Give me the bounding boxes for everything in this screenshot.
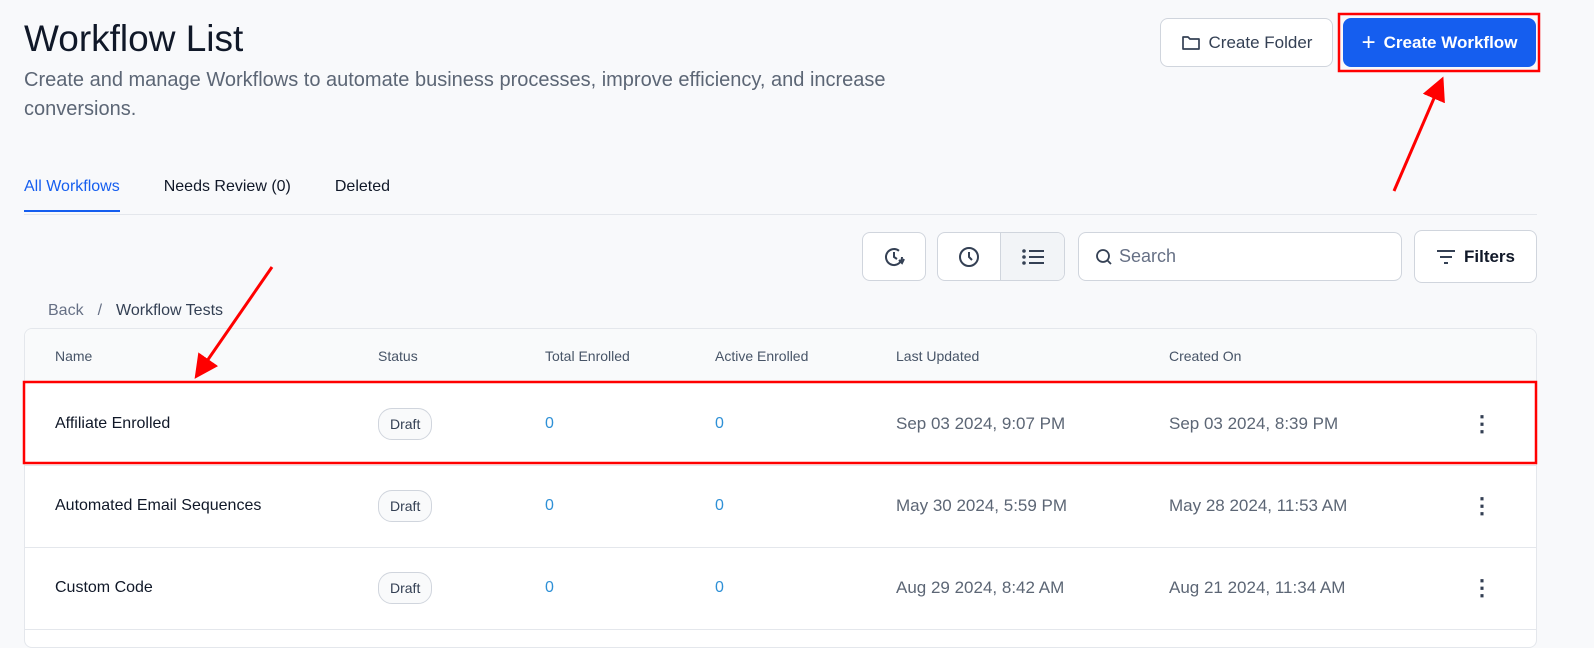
- search-input[interactable]: [1119, 246, 1379, 267]
- tab-all-workflows[interactable]: All Workflows: [24, 178, 120, 212]
- plus-icon: +: [1361, 28, 1376, 56]
- filters-button[interactable]: Filters: [1414, 230, 1537, 283]
- filters-label: Filters: [1463, 246, 1516, 266]
- workflow-name[interactable]: Automated Email Sequences: [55, 497, 262, 514]
- table-header: Name Status Total Enrolled Active Enroll…: [25, 329, 1536, 383]
- view-toggle: [937, 232, 1065, 281]
- col-total-enrolled: Total Enrolled: [545, 347, 630, 364]
- tabs-divider: [24, 214, 1537, 215]
- col-last-updated: Last Updated: [896, 347, 980, 364]
- table-row[interactable]: Custom Code Draft 0 0 Aug 29 2024, 8:42 …: [25, 547, 1536, 630]
- breadcrumb-current: Workflow Tests: [116, 302, 224, 319]
- more-options-icon[interactable]: ⋮: [1471, 575, 1493, 600]
- col-active-enrolled: Active Enrolled: [715, 347, 809, 364]
- create-workflow-button[interactable]: + Create Workflow: [1343, 18, 1536, 67]
- tab-needs-review[interactable]: Needs Review (0): [163, 178, 291, 195]
- status-badge: Draft: [378, 408, 433, 440]
- col-status: Status: [378, 347, 418, 364]
- created-on: Aug 21 2024, 11:34 AM: [1169, 578, 1346, 597]
- active-enrolled[interactable]: 0: [715, 415, 724, 432]
- create-folder-label: Create Folder: [1208, 32, 1313, 52]
- folder-icon: [1181, 35, 1200, 50]
- page-subtitle: Create and manage Workflows to automate …: [24, 69, 886, 120]
- total-enrolled[interactable]: 0: [545, 497, 554, 514]
- page-title: Workflow List: [24, 18, 244, 59]
- workflow-name[interactable]: Custom Code: [55, 579, 153, 596]
- total-enrolled[interactable]: 0: [545, 415, 554, 432]
- clock-view-button[interactable]: [938, 233, 1001, 280]
- create-folder-button[interactable]: Create Folder: [1160, 18, 1333, 67]
- total-enrolled[interactable]: 0: [545, 579, 554, 596]
- filter-icon: [1436, 249, 1455, 264]
- table-row[interactable]: Affiliate Enrolled Draft 0 0 Sep 03 2024…: [25, 383, 1536, 466]
- more-options-icon[interactable]: ⋮: [1471, 493, 1493, 518]
- status-badge: Draft: [378, 490, 433, 522]
- col-name: Name: [55, 347, 93, 364]
- created-on: May 28 2024, 11:53 AM: [1169, 496, 1348, 515]
- tab-deleted[interactable]: Deleted: [334, 178, 391, 195]
- create-workflow-label: Create Workflow: [1383, 32, 1518, 52]
- search-icon: [1096, 248, 1112, 265]
- col-created-on: Created On: [1169, 347, 1242, 364]
- clock-refresh-icon: [885, 247, 905, 266]
- created-on: Sep 03 2024, 8:39 PM: [1169, 414, 1339, 433]
- annotation-arrow-create: [1392, 76, 1445, 192]
- tabs: All Workflows Needs Review (0) Deleted: [24, 178, 390, 212]
- status-badge: Draft: [378, 572, 433, 604]
- list-view-button[interactable]: [1001, 233, 1064, 280]
- active-enrolled[interactable]: 0: [715, 497, 724, 514]
- search-field: [1078, 232, 1402, 281]
- more-options-icon[interactable]: ⋮: [1471, 411, 1493, 436]
- table-row[interactable]: Automated Email Sequences Draft 0 0 May …: [25, 465, 1536, 548]
- workflow-table: Name Status Total Enrolled Active Enroll…: [24, 328, 1537, 648]
- last-updated: Aug 29 2024, 8:42 AM: [896, 578, 1065, 597]
- last-updated: Sep 03 2024, 9:07 PM: [896, 414, 1066, 433]
- clock-icon: [959, 246, 979, 267]
- last-updated: May 30 2024, 5:59 PM: [896, 496, 1068, 515]
- breadcrumb-separator: /: [97, 302, 103, 319]
- list-icon: [1021, 248, 1044, 265]
- breadcrumb-back[interactable]: Back: [48, 302, 84, 319]
- history-button[interactable]: [862, 232, 926, 281]
- workflow-name[interactable]: Affiliate Enrolled: [55, 415, 171, 432]
- active-enrolled[interactable]: 0: [715, 579, 724, 596]
- breadcrumb: Back / Workflow Tests: [48, 302, 223, 320]
